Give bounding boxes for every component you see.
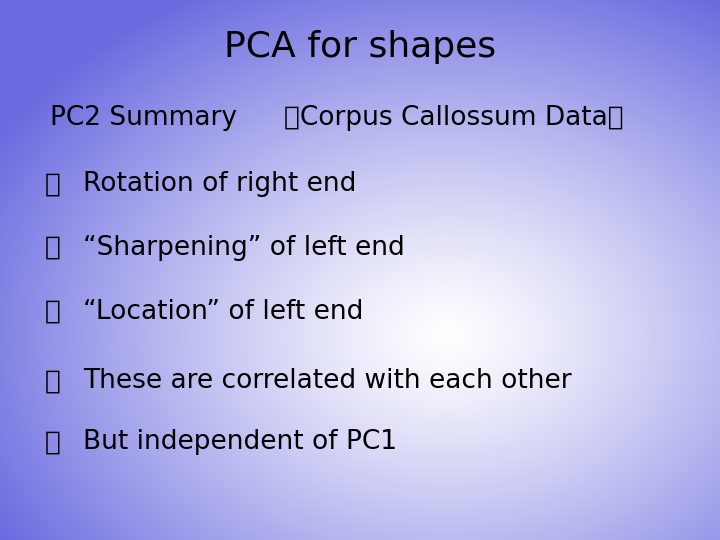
Text: “Location” of left end: “Location” of left end [83,299,363,325]
Text: Rotation of right end: Rotation of right end [83,171,356,197]
Text: “Sharpening” of left end: “Sharpening” of left end [83,235,405,261]
Text: ・: ・ [45,171,60,197]
Text: PC2 Summary: PC2 Summary [50,105,238,131]
Text: These are correlated with each other: These are correlated with each other [83,368,572,394]
Text: （Corpus Callossum Data）: （Corpus Callossum Data） [284,105,624,131]
Text: ・: ・ [45,368,60,394]
Text: ・: ・ [45,429,60,455]
Text: PCA for shapes: PCA for shapes [224,30,496,64]
Text: ・: ・ [45,299,60,325]
Text: ・: ・ [45,235,60,261]
Text: But independent of PC1: But independent of PC1 [83,429,397,455]
